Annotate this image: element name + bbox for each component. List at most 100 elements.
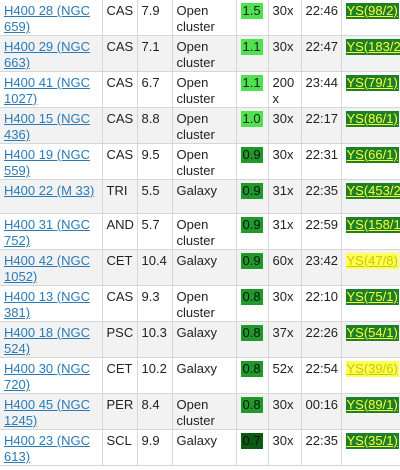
- type-cell: Open cluster: [171, 71, 237, 108]
- magnitude-cell: 8.8: [136, 107, 173, 144]
- surface-brightness-badge: 0.8: [240, 325, 263, 341]
- type-cell: Galaxy: [171, 179, 237, 214]
- surface-cell: 0.8: [235, 285, 269, 322]
- type-cell: Open cluster: [171, 213, 237, 250]
- object-link[interactable]: H400 22 (M 33): [4, 183, 95, 198]
- object-link[interactable]: H400 29 (NGC 663): [4, 39, 90, 70]
- surface-brightness-badge: 1.0: [240, 111, 263, 127]
- surface-brightness-badge: 0.9: [240, 217, 263, 233]
- constellation-cell: PSC: [101, 321, 138, 358]
- object-link[interactable]: H400 28 (NGC 659): [4, 3, 90, 34]
- power-cell: 30x: [267, 107, 302, 144]
- time-cell: 22:10: [300, 285, 342, 322]
- time-cell: 00:16: [300, 393, 342, 430]
- ys-link[interactable]: YS(183/2): [345, 39, 400, 55]
- ys-link[interactable]: YS(47/8): [345, 253, 399, 269]
- object-cell: H400 23 (NGC 613): [0, 429, 103, 466]
- time-cell: 22:59: [300, 213, 342, 250]
- ys-link[interactable]: YS(98/2): [345, 3, 399, 19]
- object-link[interactable]: H400 23 (NGC 613): [4, 433, 90, 464]
- object-link[interactable]: H400 18 (NGC 524): [4, 325, 90, 356]
- surface-cell: 0.8: [235, 357, 269, 394]
- object-cell: H400 28 (NGC 659): [0, 0, 103, 36]
- ys-link[interactable]: YS(39/6): [345, 361, 399, 377]
- table-row: H400 42 (NGC 1052) CET 10.4 Galaxy 0.9 6…: [0, 249, 400, 286]
- surface-brightness-badge: 0.9: [240, 183, 263, 199]
- surface-brightness-badge: 0.9: [240, 147, 263, 163]
- time-cell: 22:54: [300, 357, 342, 394]
- object-link[interactable]: H400 30 (NGC 720): [4, 361, 90, 392]
- object-link[interactable]: H400 13 (NGC 381): [4, 289, 90, 320]
- ys-cell: YS(89/1): [340, 393, 400, 430]
- type-cell: Open cluster: [171, 285, 237, 322]
- ys-link[interactable]: YS(158/1): [345, 217, 400, 233]
- surface-brightness-badge: 1.1: [240, 39, 263, 55]
- surface-brightness-badge: 1.1: [240, 75, 263, 91]
- ys-link[interactable]: YS(86/1): [345, 111, 399, 127]
- power-cell: 52x: [267, 357, 302, 394]
- magnitude-cell: 9.9: [136, 429, 173, 466]
- power-cell: 60x: [267, 249, 302, 286]
- power-cell: 31x: [267, 179, 302, 214]
- power-cell: 200 x: [267, 71, 302, 108]
- type-cell: Galaxy: [171, 249, 237, 286]
- ys-cell: YS(75/1): [340, 285, 400, 322]
- surface-cell: 0.9: [235, 213, 269, 250]
- object-cell: H400 30 (NGC 720): [0, 357, 103, 394]
- constellation-cell: SCL: [101, 429, 138, 466]
- object-cell: H400 41 (NGC 1027): [0, 71, 103, 108]
- ys-link[interactable]: YS(66/1): [345, 147, 399, 163]
- surface-cell: 1.5: [235, 0, 269, 36]
- ys-cell: YS(158/1): [340, 213, 400, 250]
- power-cell: 31x: [267, 213, 302, 250]
- table-row: H400 28 (NGC 659) CAS 7.9 Open cluster 1…: [0, 0, 400, 36]
- constellation-cell: CAS: [101, 107, 138, 144]
- constellation-cell: CET: [101, 249, 138, 286]
- ys-link[interactable]: YS(89/1): [345, 397, 399, 413]
- object-link[interactable]: H400 41 (NGC 1027): [4, 75, 90, 106]
- time-cell: 22:47: [300, 35, 342, 72]
- object-link[interactable]: H400 19 (NGC 559): [4, 147, 90, 178]
- magnitude-cell: 5.5: [136, 179, 173, 214]
- ys-link[interactable]: YS(35/1): [345, 433, 399, 449]
- magnitude-cell: 7.1: [136, 35, 173, 72]
- constellation-cell: CAS: [101, 71, 138, 108]
- time-cell: 22:46: [300, 0, 342, 36]
- magnitude-cell: 10.4: [136, 249, 173, 286]
- constellation-cell: CAS: [101, 285, 138, 322]
- time-cell: 22:31: [300, 143, 342, 180]
- object-link[interactable]: H400 42 (NGC 1052): [4, 253, 90, 284]
- time-cell: 22:35: [300, 179, 342, 214]
- constellation-cell: PER: [101, 393, 138, 430]
- ys-link[interactable]: YS(79/1): [345, 75, 399, 91]
- ys-cell: YS(86/1): [340, 107, 400, 144]
- object-link[interactable]: H400 31 (NGC 752): [4, 217, 90, 248]
- ys-cell: YS(66/1): [340, 143, 400, 180]
- type-cell: Open cluster: [171, 107, 237, 144]
- type-cell: Open cluster: [171, 393, 237, 430]
- type-cell: Galaxy: [171, 429, 237, 466]
- power-cell: 37x: [267, 321, 302, 358]
- ys-link[interactable]: YS(453/2): [345, 183, 400, 199]
- ys-link[interactable]: YS(75/1): [345, 289, 399, 305]
- table-row: H400 15 (NGC 436) CAS 8.8 Open cluster 1…: [0, 107, 400, 144]
- object-cell: H400 45 (NGC 1245): [0, 393, 103, 430]
- power-cell: 30x: [267, 0, 302, 36]
- ys-cell: YS(453/2): [340, 179, 400, 214]
- table-row: H400 31 (NGC 752) AND 5.7 Open cluster 0…: [0, 213, 400, 250]
- constellation-cell: CAS: [101, 0, 138, 36]
- ys-cell: YS(47/8): [340, 249, 400, 286]
- ys-link[interactable]: YS(54/1): [345, 325, 399, 341]
- type-cell: Open cluster: [171, 35, 237, 72]
- object-link[interactable]: H400 45 (NGC 1245): [4, 397, 90, 428]
- object-cell: H400 42 (NGC 1052): [0, 249, 103, 286]
- constellation-cell: CAS: [101, 143, 138, 180]
- surface-cell: 1.1: [235, 35, 269, 72]
- object-cell: H400 29 (NGC 663): [0, 35, 103, 72]
- object-link[interactable]: H400 15 (NGC 436): [4, 111, 90, 142]
- ys-cell: YS(98/2): [340, 0, 400, 36]
- surface-cell: 1.0: [235, 107, 269, 144]
- object-cell: H400 18 (NGC 524): [0, 321, 103, 358]
- object-cell: H400 22 (M 33): [0, 179, 103, 214]
- type-cell: Open cluster: [171, 143, 237, 180]
